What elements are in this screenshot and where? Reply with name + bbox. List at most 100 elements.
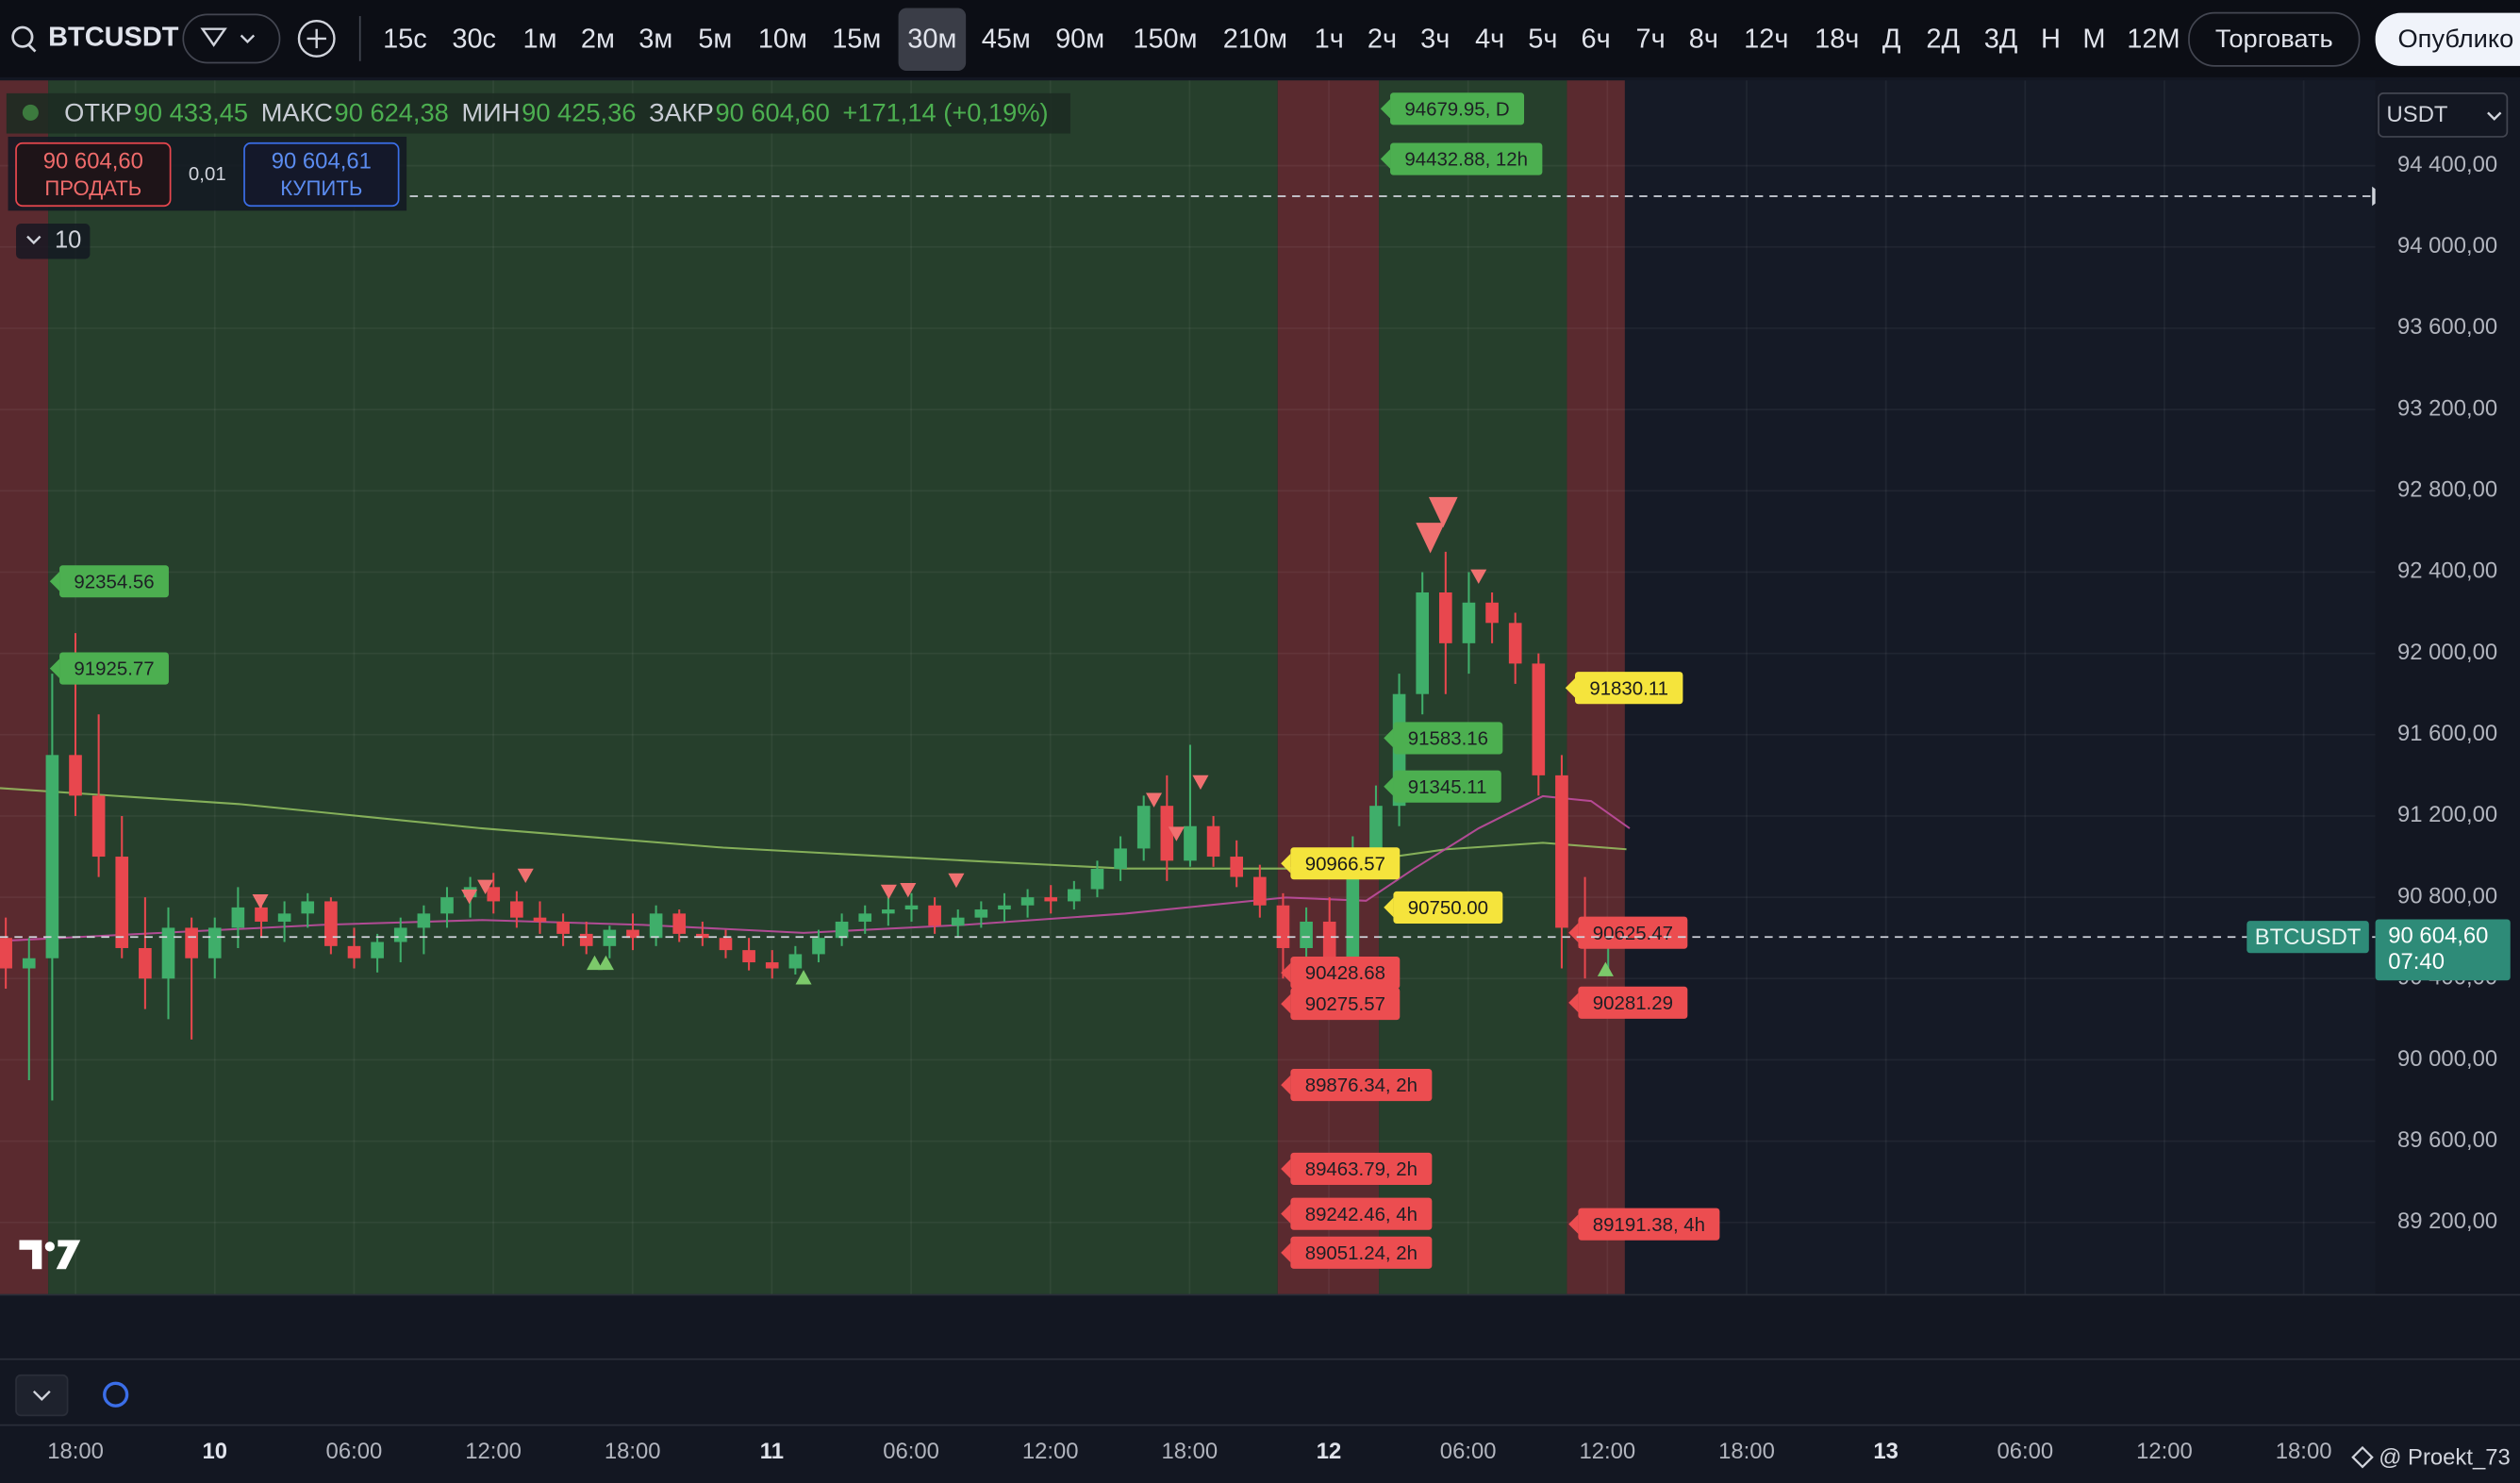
diamond-icon [200,27,227,47]
level-box [1290,1197,1433,1230]
refresh-button[interactable] [103,1381,129,1408]
currency-label[interactable]: USDT [2387,102,2448,127]
timeframe[interactable]: 4ч [1475,24,1504,54]
sell-label[interactable]: ПРОДАТЬ [44,176,141,200]
chevron [240,34,256,44]
level-label: 90750.00 [1408,897,1488,919]
timeframe[interactable]: 1м [523,24,557,54]
publish-button[interactable] [2375,12,2520,66]
buy-button[interactable] [243,142,400,208]
timeframe[interactable]: 90м [1055,24,1104,54]
price-tick-label: 90 000,00 [2397,1046,2497,1072]
level-box [1290,1069,1433,1102]
legend-label: ОТКР [64,97,132,126]
sell-price[interactable]: 90 604,60 [43,148,143,174]
timeframe[interactable]: 2Д [1926,24,1960,54]
collapse-button[interactable] [15,1374,69,1417]
timeframe[interactable]: 15с [383,24,427,54]
currency-select[interactable] [2378,92,2509,138]
sell-signal [477,879,494,894]
timeframe[interactable]: 45м [982,24,1031,54]
indicators-toggle[interactable] [16,223,91,259]
timeframe[interactable]: 210м [1223,24,1287,54]
candles [0,551,1616,1101]
timeframe[interactable]: 6ч [1582,24,1611,54]
legend-label: МИН [461,97,520,126]
indicator-count[interactable]: 10 [55,226,81,253]
sell-signal [461,889,478,905]
price-axis-labels: 94 400,00 94 000,00 93 600,00 93 200,00 92 8… [2397,152,2497,1234]
timeframe[interactable]: 3м [638,24,672,54]
time-tick-label: 18:00 [605,1439,661,1464]
price-tick-label: 94 400,00 [2397,152,2497,177]
moving-average [0,794,1631,942]
level-label: 90281.29 [1593,992,1673,1014]
timeframe[interactable]: 3ч [1420,24,1450,54]
level-box [59,565,169,598]
price-tick-label: 93 600,00 [2397,314,2497,340]
candle-body [672,913,687,934]
buy-price[interactable]: 90 604,61 [272,148,372,174]
timeframe[interactable]: 15м [832,24,881,54]
level-box [1390,92,1525,125]
add-button[interactable] [297,19,336,58]
sell-signal [1428,496,1458,528]
chevron [2487,111,2502,121]
level-box [1393,722,1503,755]
timeframe[interactable]: 12М [2127,24,2180,54]
timeframe[interactable]: 5ч [1528,24,1557,54]
legend-value: 90 425,36 [522,97,636,126]
buy-label[interactable]: КУПИТЬ [280,176,362,200]
level-pointer [1568,923,1579,942]
timeframe[interactable]: 2м [581,24,615,54]
level-box [1578,986,1688,1019]
timeframe[interactable]: 30с [452,24,496,54]
timeframe[interactable]: 18ч [1815,24,1859,54]
level-box [1390,142,1543,175]
timeframe[interactable]: 7ч [1635,24,1665,54]
symbol[interactable]: BTCUSDT [48,23,179,53]
level-label: 89191.38, 4h [1593,1214,1705,1236]
legend-label: ЗАКР [649,97,714,126]
candle-body [207,927,222,958]
search-icon[interactable] [11,25,34,48]
level-label: 90428.68 [1305,962,1385,984]
symbol-tag [2246,921,2369,954]
level-pointer [49,572,60,592]
quantity[interactable]: 0,01 [189,163,226,185]
time-tick-label: 18:00 [1718,1439,1775,1464]
level-pointer [1565,677,1575,698]
trade-button-label[interactable]: Торговать [2215,24,2333,53]
timeframe[interactable]: 3Д [1984,24,2018,54]
timeframe[interactable]: 12ч [1744,24,1788,54]
timeframe[interactable]: 10м [758,24,807,54]
timeframe[interactable]: М [2082,24,2105,54]
candle-body [277,913,291,922]
trade-button[interactable] [2188,11,2361,67]
level-box [1575,672,1683,705]
buy-markers [586,955,1614,985]
price-tag-label: 90 604,60 [2388,924,2488,949]
timeframe[interactable]: 2ч [1368,24,1397,54]
publish-button-label[interactable]: Опублико [2397,24,2513,53]
timeframe[interactable]: 30м [907,24,956,54]
level-pointer [1384,897,1394,918]
level-box [1578,916,1688,949]
candle-body [1160,806,1174,861]
level-label: 89242.46, 4h [1305,1204,1418,1225]
timeframe[interactable]: 1ч [1315,24,1344,54]
candle-body [1206,825,1220,858]
time-tick-label: 12:00 [465,1439,522,1464]
level-box [1578,1208,1720,1241]
timeframe[interactable]: 150м [1133,24,1197,54]
buy-signal [1597,961,1614,976]
level-label: 91345.11 [1408,776,1487,798]
level-pointer [1380,149,1391,169]
timeframe[interactable]: 5м [698,24,732,54]
timeframe[interactable]: 8ч [1689,24,1718,54]
alerts-button[interactable] [182,13,281,64]
timeframe[interactable]: Д [1882,24,1901,54]
timeframe[interactable]: Н [2041,24,2061,54]
sell-button[interactable] [15,142,172,208]
candle-body [115,857,129,948]
